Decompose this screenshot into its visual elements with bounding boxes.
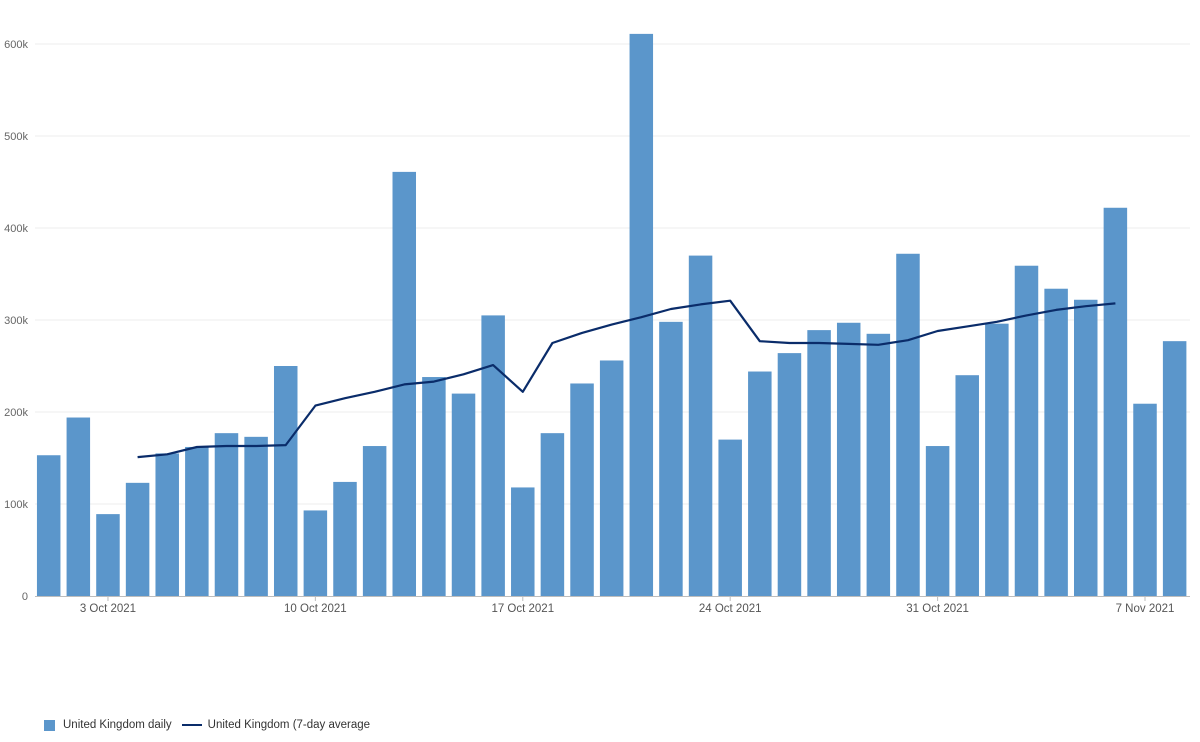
- legend: United Kingdom daily United Kingdom (7-d…: [44, 719, 380, 731]
- x-tick-label: 3 Oct 2021: [80, 603, 136, 615]
- bar[interactable]: [185, 446, 209, 596]
- daily-bars: [36, 33, 1187, 596]
- legend-item-average[interactable]: United Kingdom (7-day average: [181, 719, 371, 731]
- bar[interactable]: [511, 487, 535, 596]
- bar[interactable]: [451, 393, 476, 596]
- bar[interactable]: [481, 315, 505, 596]
- bar[interactable]: [422, 377, 446, 596]
- bar[interactable]: [748, 371, 772, 596]
- bar[interactable]: [955, 375, 979, 596]
- bar[interactable]: [273, 366, 298, 596]
- bar[interactable]: [599, 360, 624, 596]
- x-tick-label: 17 Oct 2021: [491, 603, 554, 615]
- bar[interactable]: [96, 514, 120, 596]
- bar[interactable]: [925, 446, 950, 596]
- x-axis-ticks: 3 Oct 2021 10 Oct 2021 17 Oct 2021 24 Oct 2…: [80, 596, 1175, 615]
- bar[interactable]: [659, 321, 683, 596]
- y-tick-label: 600k: [4, 39, 28, 51]
- bar[interactable]: [1103, 207, 1128, 596]
- legend-label-daily: United Kingdom daily: [63, 719, 172, 731]
- x-tick-label: 7 Nov 2021: [1116, 603, 1175, 615]
- bar[interactable]: [1074, 299, 1098, 596]
- y-tick-label: 100k: [4, 499, 28, 511]
- bar[interactable]: [866, 333, 891, 596]
- bar[interactable]: [777, 353, 802, 596]
- x-tick-label: 24 Oct 2021: [699, 603, 762, 615]
- bar[interactable]: [836, 322, 861, 596]
- bar[interactable]: [303, 510, 328, 596]
- legend-swatch-daily: [44, 719, 55, 731]
- bar[interactable]: [718, 439, 742, 596]
- y-tick-label: 400k: [4, 223, 28, 235]
- bar[interactable]: [244, 436, 268, 596]
- bar[interactable]: [155, 453, 179, 596]
- bar[interactable]: [1014, 265, 1039, 596]
- bar[interactable]: [985, 323, 1009, 596]
- bar[interactable]: [629, 33, 654, 596]
- bar[interactable]: [570, 383, 594, 596]
- bar[interactable]: [1044, 288, 1068, 596]
- legend-swatch-average: [181, 723, 202, 727]
- bar[interactable]: [362, 446, 387, 596]
- bar[interactable]: [66, 417, 91, 596]
- bar[interactable]: [36, 455, 61, 596]
- legend-item-daily[interactable]: United Kingdom daily: [44, 719, 172, 731]
- legend-label-average: United Kingdom (7-day average: [207, 719, 371, 731]
- bar[interactable]: [125, 482, 150, 596]
- y-tick-label: 200k: [4, 407, 28, 419]
- y-tick-label: 300k: [4, 315, 28, 327]
- seven-day-average-line: [137, 299, 1116, 459]
- bar[interactable]: [688, 255, 713, 596]
- bar[interactable]: [333, 481, 357, 596]
- x-tick-label: 31 Oct 2021: [906, 603, 969, 615]
- y-axis-ticks: 0 100k 200k 300k 400k 500k 600k: [4, 39, 28, 603]
- bar[interactable]: [540, 433, 565, 596]
- bar[interactable]: [896, 253, 920, 596]
- y-tick-label: 0: [22, 591, 28, 603]
- bar[interactable]: [807, 330, 831, 596]
- bar[interactable]: [1133, 403, 1157, 596]
- x-tick-label: 10 Oct 2021: [284, 603, 347, 615]
- bar[interactable]: [214, 433, 239, 596]
- y-tick-label: 500k: [4, 131, 28, 143]
- bar[interactable]: [1162, 341, 1187, 596]
